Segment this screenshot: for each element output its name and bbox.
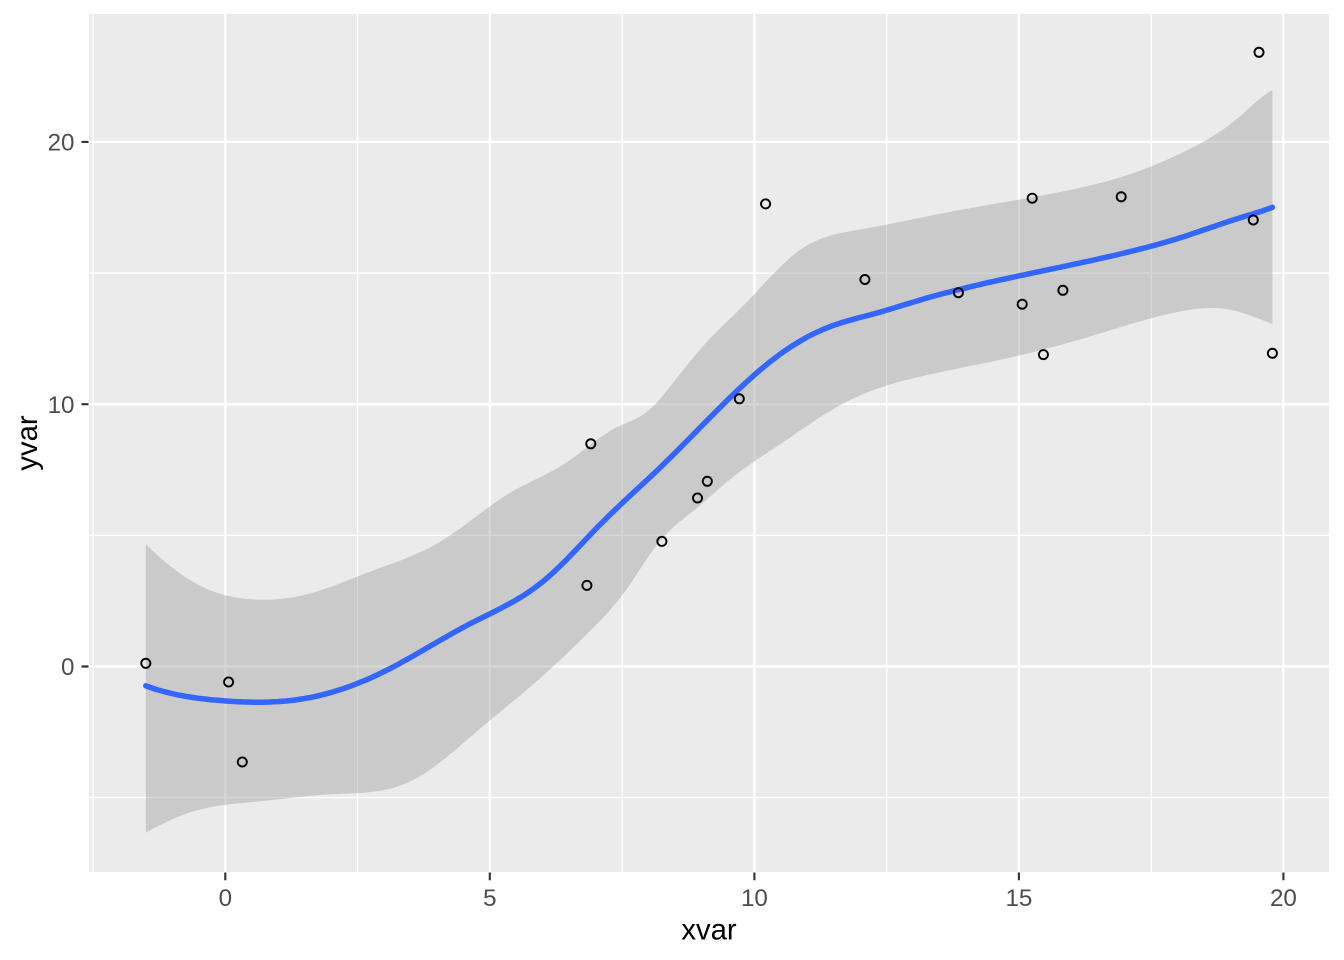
- svg-text:15: 15: [1005, 885, 1032, 912]
- svg-text:20: 20: [1270, 885, 1297, 912]
- svg-text:10: 10: [741, 885, 768, 912]
- svg-text:yvar: yvar: [11, 415, 44, 471]
- svg-text:5: 5: [483, 885, 496, 912]
- svg-text:20: 20: [48, 130, 75, 157]
- svg-text:10: 10: [48, 392, 75, 419]
- svg-text:0: 0: [61, 654, 74, 681]
- svg-text:0: 0: [219, 885, 232, 912]
- svg-text:xvar: xvar: [681, 914, 737, 947]
